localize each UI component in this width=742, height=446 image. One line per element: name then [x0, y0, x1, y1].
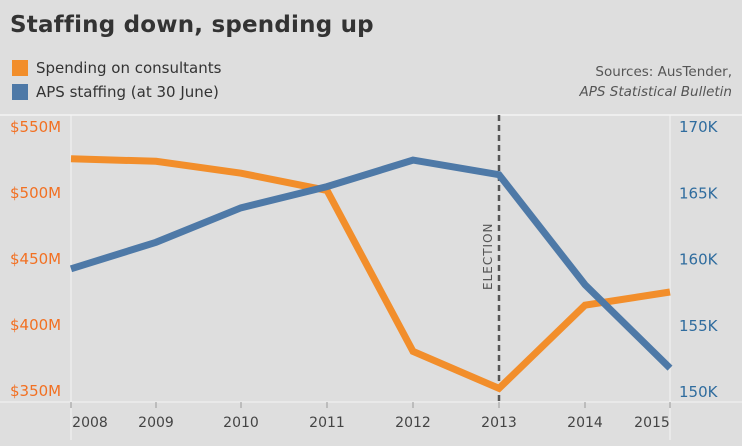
y-left-tick-label: $450M [10, 250, 61, 268]
sources-line-2: APS Statistical Bulletin [579, 84, 732, 100]
y-left-tick-label: $500M [10, 184, 61, 202]
x-tick-label: 2011 [309, 415, 345, 431]
legend-swatch-staffing [12, 84, 28, 100]
series-line-consultants [70, 155, 671, 393]
x-tick-label: 2010 [223, 415, 259, 431]
y-left-tick-label: $350M [10, 382, 61, 400]
legend-label-consultants: Spending on consultants [36, 59, 222, 77]
series-line-staffing [69, 156, 673, 371]
x-tick-label: 2013 [481, 415, 517, 431]
x-tick-label: 2015 [634, 415, 670, 431]
y-right-tick-label: 165K [679, 184, 719, 202]
x-tick-label: 2012 [395, 415, 431, 431]
y-right-tick-label: 160K [679, 251, 719, 269]
sources-note: Sources: AusTender, APS Statistical Bull… [580, 62, 732, 102]
legend: Spending on consultants APS staffing (at… [12, 56, 221, 104]
y-right-tick-label: 155K [679, 317, 719, 335]
election-label: ELECTION [481, 222, 495, 290]
x-tick-label: 2008 [72, 415, 108, 431]
legend-item-staffing: APS staffing (at 30 June) [12, 80, 221, 104]
legend-label-staffing: APS staffing (at 30 June) [36, 83, 219, 101]
y-left-tick-label: $400M [10, 316, 61, 334]
y-right-tick-label: 170K [679, 118, 719, 136]
legend-swatch-consultants [12, 60, 28, 76]
sources-line-1: Sources: AusTender, [595, 64, 732, 80]
y-right-tick-label: 150K [679, 383, 719, 401]
y-left-tick-label: $550M [10, 118, 61, 136]
x-tick-label: 2009 [138, 415, 174, 431]
x-tick-label: 2014 [567, 415, 603, 431]
legend-item-consultants: Spending on consultants [12, 56, 221, 80]
chart-title: Staffing down, spending up [10, 12, 374, 38]
